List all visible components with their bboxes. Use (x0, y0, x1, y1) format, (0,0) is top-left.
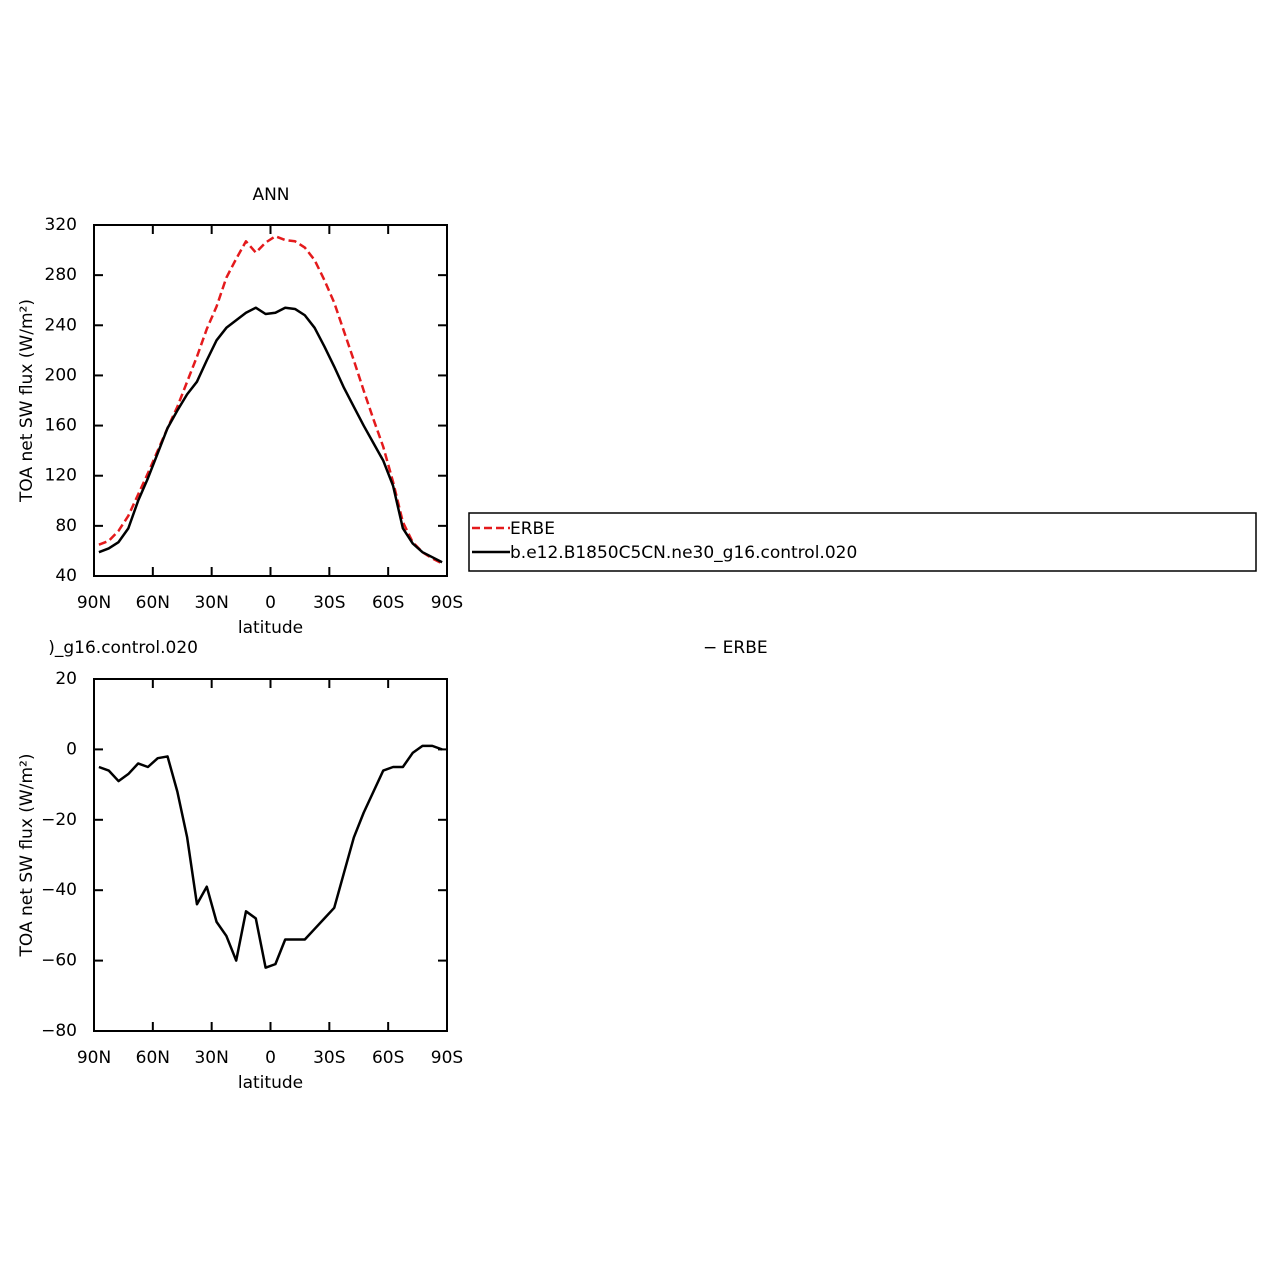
y-tick-label: 0 (66, 739, 77, 759)
series-line (98, 744, 443, 969)
chart-title-part: − ERBE (703, 638, 768, 658)
x-tick-label: 30S (313, 593, 345, 613)
y-tick-label: −60 (41, 951, 77, 971)
y-tick-label: 160 (45, 416, 77, 436)
legend-label: b.e12.B1850C5CN.ne30_g16.control.020 (510, 543, 857, 563)
x-axis-label: latitude (238, 618, 303, 638)
x-tick-label: 30N (194, 593, 228, 613)
chart-title-part: )_g16.control.020 (48, 638, 198, 658)
plot-frame (93, 678, 448, 1032)
y-tick-label: 20 (55, 669, 77, 689)
x-tick-label: 60N (136, 593, 170, 613)
x-tick-label: 30S (313, 1048, 345, 1068)
x-tick-label: 60N (136, 1048, 170, 1068)
x-tick-label: 90S (431, 1048, 463, 1068)
series-line (98, 306, 443, 564)
chart-title: ANN (252, 185, 289, 205)
series-line (98, 235, 443, 565)
y-tick-label: −20 (41, 810, 77, 830)
x-axis-label: latitude (238, 1073, 303, 1093)
y-axis-label: TOA net SW flux (W/m²) (17, 754, 37, 958)
legend-box (468, 512, 1257, 572)
y-tick-label: 280 (45, 265, 77, 285)
x-tick-label: 0 (265, 593, 276, 613)
x-tick-label: 90N (77, 593, 111, 613)
plot-frame (93, 224, 448, 577)
x-tick-label: 60S (372, 593, 404, 613)
legend-label: ERBE (510, 519, 555, 539)
y-tick-label: 320 (45, 215, 77, 235)
x-tick-label: 90S (431, 593, 463, 613)
y-tick-label: 200 (45, 365, 77, 385)
y-axis-label: TOA net SW flux (W/m²) (17, 299, 37, 503)
y-tick-label: 240 (45, 315, 77, 335)
y-tick-label: −80 (41, 1021, 77, 1041)
y-tick-label: 120 (45, 466, 77, 486)
x-tick-label: 0 (265, 1048, 276, 1068)
x-tick-label: 60S (372, 1048, 404, 1068)
x-tick-label: 90N (77, 1048, 111, 1068)
y-tick-label: 80 (55, 516, 77, 536)
x-tick-label: 30N (194, 1048, 228, 1068)
y-tick-label: −40 (41, 880, 77, 900)
y-tick-label: 40 (55, 566, 77, 586)
